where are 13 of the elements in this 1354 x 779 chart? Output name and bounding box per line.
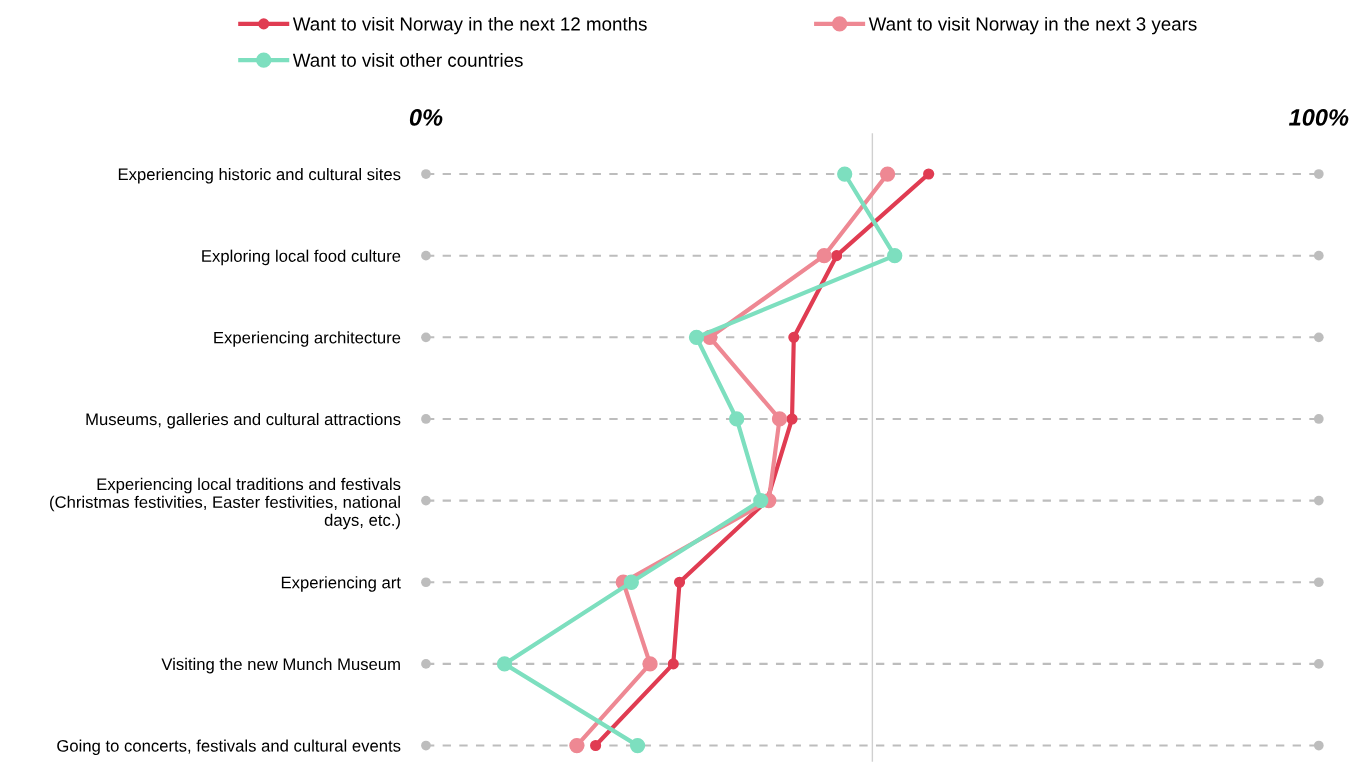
x-tick-label: 100% [1288,109,1349,126]
legend-label: Want to visit Norway in the next 12 months [292,16,647,35]
y-tick-label: Museums, galleries and cultural attractions [86,412,401,429]
legend-label: Want to visit Norway in the next 3 years [868,16,1197,35]
y-tick-label: Experiencing art [281,576,401,592]
y-tick-label: Visiting the new Munch Museum [161,657,400,674]
y-tick-label: Going to concerts, festivals and cultural events [57,739,401,756]
y-tick-label: Experiencing historic and cultural sites [118,167,401,184]
y-tick-label: Experiencing architecture [214,331,401,347]
y-tick-label: Exploring local food culture [202,249,401,266]
x-tick-label: 0% [409,109,443,126]
legend-label: Want to visit other countries [292,53,523,67]
y-tick-label: Experiencing local traditions and festivals (Christmas festivities, Easter festivities, national days, etc.) [50,477,401,530]
